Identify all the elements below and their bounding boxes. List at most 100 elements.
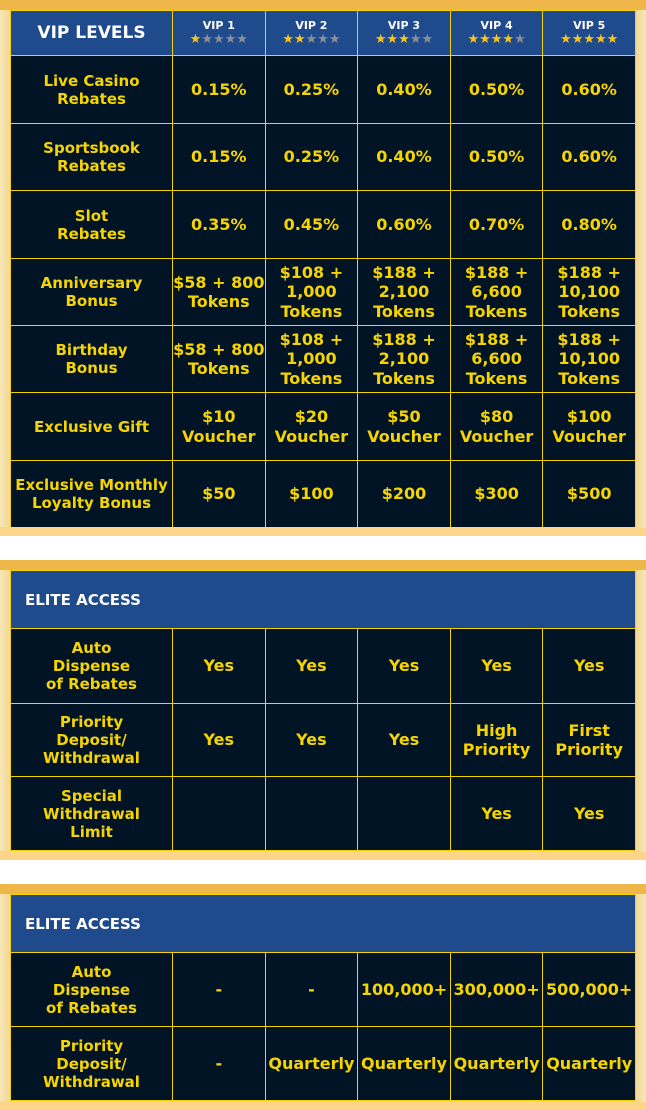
cell-value: Yes <box>449 628 544 704</box>
elite-access-panel-1: ELITE ACCESS Auto Dispense of Rebates Yes Ye… <box>0 560 646 860</box>
row-label-line: Exclusive Monthly <box>15 476 168 494</box>
row-label: Slot Rebates <box>10 190 173 259</box>
cell-value: First Priority <box>542 703 636 777</box>
cell-value: $80 Voucher <box>449 392 544 461</box>
cell-value: $300 <box>449 460 544 528</box>
table-row: Auto Dispense of Rebates - -100,000+ 300,000+… <box>10 952 636 1027</box>
cell-value: Yes <box>542 628 636 704</box>
star-filled-icon: ★ <box>490 31 503 47</box>
cell-value: 0.15% <box>172 123 266 191</box>
star-empty-icon: ★ <box>224 31 237 47</box>
vip-level-header: VIP 3 ★★★★★ <box>357 10 451 56</box>
cell-value: Quarterly <box>542 1026 636 1101</box>
star-empty-icon: ★ <box>317 31 329 47</box>
cell-value: 0.15% <box>172 55 266 124</box>
row-label-line: Exclusive Gift <box>33 417 150 436</box>
table-row: Birthday Bonus $58 + 800 Tokens $108 + 1,00… <box>10 325 636 393</box>
cell-value: Yes <box>542 776 636 851</box>
elite-access-table-2: ELITE ACCESS Auto Dispense of Rebates - -100… <box>10 894 636 1101</box>
row-label-line: Deposit/ <box>56 1054 127 1073</box>
star-empty-icon: ★ <box>409 31 422 47</box>
cell-value: 0.25% <box>264 55 359 124</box>
cell-value: 300,000+ <box>449 952 544 1027</box>
cell-value: - <box>172 1026 266 1101</box>
row-label-line: Deposit/ <box>56 731 127 749</box>
table-row: Exclusive Gift $10 Voucher $20 Voucher $50 … <box>10 392 636 461</box>
row-label-line: Bonus <box>65 292 118 310</box>
cell-value: $50 <box>172 460 266 528</box>
table-row: Priority Deposit/Withdrawal Yes Yes Yes High … <box>10 703 636 777</box>
table-row: Priority Deposit/Withdrawal - Quarterly Quar… <box>10 1026 636 1101</box>
cell-value: $100 Voucher <box>542 392 636 461</box>
star-filled-icon: ★ <box>398 31 410 47</box>
row-label: Priority Deposit/Withdrawal <box>10 703 173 777</box>
cell-value: $58 + 800 Tokens <box>172 325 266 393</box>
cell-value: Yes <box>264 628 359 704</box>
cell-value: 100,000+ <box>357 952 451 1027</box>
star-filled-icon: ★ <box>502 31 515 47</box>
row-label-line: Birthday <box>55 341 128 359</box>
row-label: Birthday Bonus <box>10 325 173 393</box>
row-label-line: Withdrawal <box>43 1072 140 1091</box>
cell-value: $20 Voucher <box>264 392 359 461</box>
star-empty-icon: ★ <box>328 31 341 47</box>
cell-value: $188 + 10,100 Tokens <box>542 258 636 326</box>
cell-value: $58 + 800 Tokens <box>172 258 266 326</box>
vip-level-header: VIP 4 ★★★★★ <box>449 10 544 56</box>
cell-value: $188 + 2,100 Tokens <box>357 325 451 393</box>
vip-level-name: VIP 5 <box>573 18 606 32</box>
elite-access-title: ELITE ACCESS <box>10 570 636 629</box>
cell-value: $188 + 2,100 Tokens <box>357 258 451 326</box>
table-row: Sportsbook Rebates 0.15% 0.25% 0.40% 0.50% 0.6… <box>10 123 636 191</box>
cell-value: $200 <box>357 460 451 528</box>
star-filled-icon: ★ <box>606 31 619 47</box>
row-label-line: Dispense <box>52 657 131 675</box>
row-label-line: of Rebates <box>46 675 137 693</box>
cell-value: Yes <box>357 628 451 704</box>
row-label: Exclusive Gift <box>10 392 173 461</box>
row-label-line: Bonus <box>65 359 118 377</box>
cell-value: Yes <box>172 628 266 704</box>
row-label: Anniversary Bonus <box>10 258 173 326</box>
star-filled-icon: ★ <box>293 31 306 47</box>
vip-levels-title: VIP LEVELS <box>10 10 173 56</box>
cell-value: $188 + 6,600 Tokens <box>449 258 544 326</box>
row-label-line: Anniversary <box>40 274 143 292</box>
cell-value: $108 + 1,000 Tokens <box>264 258 359 326</box>
cell-value <box>357 776 451 851</box>
cell-value: High Priority <box>449 703 544 777</box>
row-label-line: Live Casino <box>43 71 140 90</box>
cell-value: 0.45% <box>264 190 359 259</box>
star-filled-icon: ★ <box>467 31 480 47</box>
star-rating: ★★★★★ <box>266 32 358 48</box>
star-rating: ★★★★★ <box>173 32 265 48</box>
star-rating: ★★★★★ <box>543 32 635 48</box>
star-filled-icon: ★ <box>571 31 584 47</box>
row-label: Auto Dispense of Rebates <box>10 952 173 1027</box>
table-row: Slot Rebates 0.35% 0.45% 0.60% 0.70% 0.80% <box>10 190 636 259</box>
vip-level-header: VIP 5 ★★★★★ <box>542 10 636 56</box>
vip-level-name: VIP 4 <box>480 18 513 32</box>
row-label-line: Dispense <box>52 980 131 999</box>
row-label-line: Withdrawal <box>43 749 140 767</box>
star-filled-icon: ★ <box>386 31 399 47</box>
row-label: Exclusive Monthly Loyalty Bonus <box>10 460 173 528</box>
star-filled-icon: ★ <box>189 31 202 47</box>
cell-value: $108 + 1,000 Tokens <box>264 325 359 393</box>
row-label-line: Auto <box>71 962 112 981</box>
cell-value: $188 + 10,100 Tokens <box>542 325 636 393</box>
star-rating: ★★★★★ <box>358 32 450 48</box>
star-empty-icon: ★ <box>421 31 434 47</box>
row-label-line: Auto <box>71 639 112 657</box>
row-label-line: Slot <box>74 206 109 225</box>
cell-value: 0.35% <box>172 190 266 259</box>
cell-value: $100 <box>264 460 359 528</box>
vip-level-name: VIP 2 <box>295 18 328 32</box>
row-label-line: Rebates <box>57 224 126 243</box>
cell-value: Quarterly <box>449 1026 544 1101</box>
cell-value: 500,000+ <box>542 952 636 1027</box>
row-label-line: Priority <box>59 1036 124 1055</box>
cell-value: Yes <box>357 703 451 777</box>
star-empty-icon: ★ <box>212 31 225 47</box>
star-filled-icon: ★ <box>560 31 572 47</box>
